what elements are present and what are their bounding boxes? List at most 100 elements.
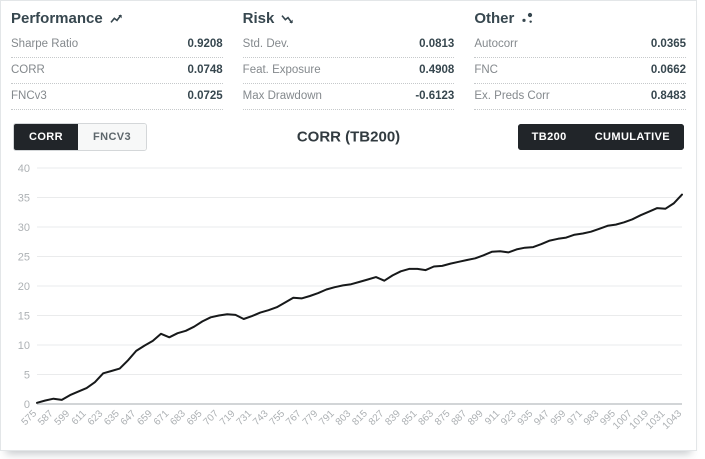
x-axis-tick-label: 707 — [201, 408, 221, 428]
y-axis-tick-label: 35 — [18, 193, 30, 205]
x-axis-tick-label: 683 — [168, 408, 188, 428]
table-row: Sharpe Ratio 0.9208 — [11, 32, 223, 58]
x-axis-tick-label: 659 — [135, 408, 155, 428]
x-axis-tick-label: 1043 — [661, 408, 685, 432]
x-axis-tick-label: 599 — [53, 408, 73, 428]
x-axis-tick-label: 851 — [400, 408, 420, 428]
chart-controls: CORR FNCV3 CORR (TB200) TB200 CUMULATIVE — [13, 122, 684, 151]
performance-header: Performance — [11, 8, 223, 32]
x-axis-tick-label: 875 — [433, 408, 453, 428]
metric-value: 0.4908 — [419, 64, 455, 76]
x-axis-tick-label: 731 — [235, 408, 255, 428]
x-axis-tick-label: 959 — [549, 408, 569, 428]
performance-title: Performance — [11, 10, 103, 27]
model-metrics-card: Performance Sharpe Ratio 0.9208 CORR 0.0… — [0, 0, 697, 451]
metric-label: Autocorr — [474, 38, 518, 50]
metric-value: -0.6123 — [415, 90, 455, 102]
x-axis-tick-label: 935 — [516, 408, 536, 428]
x-axis-tick-label: 839 — [383, 408, 403, 428]
x-axis-tick-label: 755 — [268, 408, 288, 428]
y-axis-tick-label: 0 — [24, 399, 30, 411]
x-axis-tick-label: 947 — [532, 408, 552, 428]
x-axis-tick-label: 743 — [251, 408, 271, 428]
other-header: Other — [474, 8, 686, 32]
x-axis-tick-label: 1031 — [644, 408, 668, 432]
metric-label: Sharpe Ratio — [11, 38, 79, 50]
y-axis-tick-label: 5 — [24, 370, 30, 382]
metrics-summary: Performance Sharpe Ratio 0.9208 CORR 0.0… — [1, 1, 696, 110]
y-axis-tick-label: 40 — [18, 163, 30, 175]
table-row: FNCv3 0.0725 — [11, 84, 223, 110]
table-row: CORR 0.0748 — [11, 58, 223, 84]
x-axis-tick-label: 587 — [36, 408, 56, 428]
x-axis-tick-label: 779 — [301, 408, 321, 428]
metric-value: 0.0725 — [187, 90, 223, 102]
metric-value: 0.0365 — [650, 38, 687, 50]
x-axis-tick-label: 815 — [350, 408, 370, 428]
x-axis-tick-label: 827 — [367, 408, 387, 428]
other-title: Other — [474, 10, 515, 27]
y-axis-tick-label: 20 — [18, 281, 30, 293]
x-axis-tick-label: 911 — [483, 408, 502, 427]
table-row: Std. Dev. 0.0813 — [242, 32, 455, 58]
risk-section: Risk Std. Dev. 0.0813 Feat. Exposure 0.4… — [242, 8, 455, 110]
y-axis-tick-label: 30 — [18, 222, 30, 234]
fncv3-toggle-button[interactable]: FNCV3 — [78, 123, 147, 150]
x-axis-tick-label: 983 — [582, 408, 602, 428]
x-axis-tick-label: 671 — [152, 408, 172, 428]
risk-rows: Std. Dev. 0.0813 Feat. Exposure 0.4908 M… — [242, 32, 455, 110]
metric-label: Max Drawdown — [242, 90, 322, 102]
tb200-toggle-button[interactable]: TB200 — [517, 123, 581, 150]
tb200-cumulative-toggle-group: TB200 CUMULATIVE — [517, 123, 684, 150]
performance-rows: Sharpe Ratio 0.9208 CORR 0.0748 FNCv3 0.… — [11, 32, 223, 110]
x-axis-tick-label: 995 — [598, 408, 618, 428]
x-axis-tick-label: 791 — [317, 408, 337, 428]
risk-header: Risk — [243, 8, 455, 32]
x-axis-tick-label: 863 — [416, 408, 436, 428]
x-axis-tick-label: 899 — [466, 408, 486, 428]
y-axis-tick-label: 15 — [18, 311, 30, 323]
x-axis-tick-label: 1019 — [628, 408, 652, 432]
x-axis-tick-label: 695 — [185, 408, 205, 428]
metric-toggle-group: CORR FNCV3 — [13, 122, 148, 151]
cumulative-corr-series-line — [36, 193, 683, 404]
chart-title: CORR (TB200) — [296, 128, 401, 145]
trending-up-icon — [110, 14, 122, 23]
x-axis-tick-label: 767 — [284, 408, 304, 428]
table-row: Autocorr 0.0365 — [474, 32, 687, 58]
metric-value: 0.9208 — [187, 38, 223, 50]
metric-label: Std. Dev. — [242, 38, 290, 50]
metric-label: CORR — [11, 64, 45, 76]
y-axis-tick-label: 25 — [18, 252, 30, 264]
scatter-plot-icon — [522, 12, 533, 23]
table-row: Max Drawdown -0.6123 — [242, 84, 455, 110]
cumulative-toggle-button[interactable]: CUMULATIVE — [580, 123, 684, 150]
other-section: Other Autocorr 0.0365 FNC 0.0662 — [474, 8, 687, 110]
table-row: FNC 0.0662 — [474, 58, 687, 84]
metric-label: Ex. Preds Corr — [474, 90, 550, 102]
risk-title: Risk — [242, 10, 275, 27]
corr-toggle-button[interactable]: CORR — [14, 123, 78, 150]
x-axis-tick-label: 971 — [565, 408, 585, 428]
x-axis-tick-label: 635 — [102, 408, 122, 428]
x-axis-tick-label: 623 — [86, 408, 106, 428]
other-rows: Autocorr 0.0365 FNC 0.0662 Ex. Preds Cor… — [474, 32, 687, 110]
table-row: Feat. Exposure 0.4908 — [242, 58, 455, 84]
y-axis-tick-label: 10 — [18, 340, 30, 352]
metric-value: 0.0748 — [187, 64, 223, 76]
metric-label: FNC — [474, 64, 498, 76]
x-axis-tick-label: 923 — [499, 408, 519, 428]
metric-value: 0.0662 — [650, 64, 687, 76]
trending-down-icon — [281, 14, 294, 23]
metric-label: FNCv3 — [11, 90, 47, 102]
table-row: Ex. Preds Corr 0.8483 — [474, 84, 687, 110]
x-axis-tick-label: 1007 — [611, 408, 635, 432]
metric-value: 0.0813 — [419, 38, 455, 50]
x-axis-tick-label: 647 — [119, 408, 139, 428]
x-axis-tick-label: 611 — [70, 408, 89, 427]
x-axis-tick-label: 887 — [450, 408, 470, 428]
x-axis-tick-label: 803 — [334, 408, 354, 428]
metric-value: 0.8483 — [650, 90, 687, 102]
metric-label: Feat. Exposure — [242, 64, 321, 76]
